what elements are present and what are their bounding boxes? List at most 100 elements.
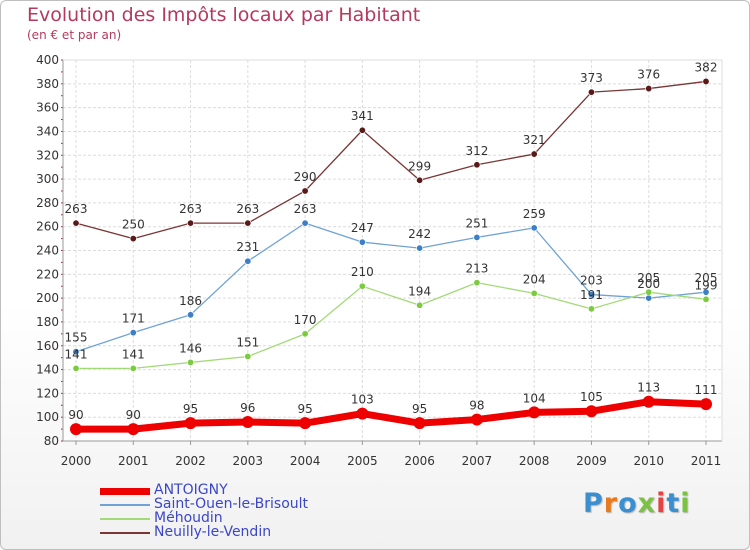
data-label-mehoudin: 210 xyxy=(351,265,374,279)
series-lines xyxy=(70,77,712,436)
data-label-neuilly: 321 xyxy=(523,133,546,147)
data-label-mehoudin: 213 xyxy=(465,262,488,276)
data-point-neuilly xyxy=(702,77,710,85)
legend-swatch-neuilly xyxy=(100,532,150,534)
logo-letter: t xyxy=(666,488,681,519)
data-point-saint-ouen xyxy=(129,329,137,337)
data-label-mehoudin: 191 xyxy=(580,288,603,302)
y-tick-label: 240 xyxy=(36,244,59,258)
data-point-neuilly xyxy=(244,219,252,227)
legend-label-neuilly: Neuilly-le-Vendin xyxy=(154,524,272,540)
legend-item-antoigny: ANTOIGNY xyxy=(100,483,360,498)
data-label-antoigny: 105 xyxy=(580,390,603,404)
logo-letter: x xyxy=(637,488,657,519)
data-label-saint-ouen: 231 xyxy=(236,240,259,254)
data-point-mehoudin xyxy=(358,282,366,290)
data-label-antoigny: 95 xyxy=(412,402,427,416)
data-label-antoigny: 111 xyxy=(695,383,718,397)
data-point-saint-ouen xyxy=(358,238,366,246)
data-point-antoigny xyxy=(70,423,82,436)
data-point-mehoudin xyxy=(129,364,137,372)
data-point-antoigny xyxy=(642,395,655,408)
x-tick-label: 2004 xyxy=(290,454,321,468)
data-point-saint-ouen xyxy=(244,257,252,265)
logo-letter: o xyxy=(618,488,638,519)
data-point-antoigny xyxy=(184,417,197,430)
data-point-antoigny xyxy=(413,417,426,430)
grid xyxy=(63,59,722,442)
data-label-neuilly: 263 xyxy=(179,202,202,216)
data-point-neuilly xyxy=(473,161,481,169)
data-label-antoigny: 95 xyxy=(297,402,312,416)
x-tick-label: 2006 xyxy=(404,454,435,468)
data-point-mehoudin xyxy=(72,364,80,372)
x-tick-label: 2007 xyxy=(462,454,493,468)
data-point-saint-ouen xyxy=(301,219,309,227)
y-tick-label: 180 xyxy=(36,315,59,329)
y-tick-label: 260 xyxy=(36,220,59,234)
x-tick-label: 2000 xyxy=(61,454,92,468)
proxiti-logo: Proxiti xyxy=(583,488,691,519)
chart-title: Evolution des Impôts locaux par Habitant xyxy=(27,4,421,26)
data-label-saint-ouen: 263 xyxy=(294,202,317,216)
data-label-antoigny: 90 xyxy=(68,408,83,422)
data-label-saint-ouen: 155 xyxy=(65,331,88,345)
data-label-antoigny: 90 xyxy=(126,408,141,422)
data-point-neuilly xyxy=(587,88,595,96)
data-point-antoigny xyxy=(127,423,140,436)
y-tick-label: 320 xyxy=(36,148,59,162)
data-point-mehoudin xyxy=(530,289,538,297)
data-point-saint-ouen xyxy=(416,244,424,252)
data-labels: 263 250 263 263 290 341 299 312 321 373 376 382 155 1… xyxy=(65,60,718,422)
plot-area xyxy=(63,60,722,441)
data-label-antoigny: 113 xyxy=(637,381,660,395)
data-point-neuilly xyxy=(358,126,366,134)
y-tick-label: 400 xyxy=(36,53,59,67)
legend-item-mehoudin: Méhoudin xyxy=(100,510,360,526)
y-tick-label: 340 xyxy=(36,124,59,138)
data-point-mehoudin xyxy=(187,358,195,366)
data-label-saint-ouen: 203 xyxy=(580,274,603,288)
data-point-mehoudin xyxy=(645,288,653,296)
x-tick-label: 2010 xyxy=(633,454,664,468)
data-point-antoigny xyxy=(528,406,541,419)
y-tick-label: 80 xyxy=(44,434,59,448)
data-point-mehoudin xyxy=(702,295,710,303)
data-label-saint-ouen: 186 xyxy=(179,294,202,308)
data-label-antoigny: 104 xyxy=(523,391,546,405)
data-label-saint-ouen: 200 xyxy=(637,277,660,291)
chart-subtitle: (en € et par an) xyxy=(27,28,122,42)
data-point-antoigny xyxy=(585,405,598,418)
data-label-saint-ouen: 251 xyxy=(465,216,488,230)
series-line-neuilly xyxy=(75,80,707,240)
legend-swatch-saint-ouen xyxy=(100,504,150,506)
data-label-mehoudin: 199 xyxy=(695,278,718,292)
axes: 80 100 120 140 160 180 200 220 240 260 280 300 320 34… xyxy=(36,53,723,468)
legend-label-mehoudin: Méhoudin xyxy=(154,510,223,526)
logo-letter: i xyxy=(656,488,667,519)
series-line-antoigny xyxy=(72,398,710,433)
legend-label-saint-ouen: Saint-Ouen-le-Brisoult xyxy=(154,496,309,512)
data-point-saint-ouen xyxy=(530,224,538,232)
y-tick-label: 300 xyxy=(36,172,59,186)
data-label-neuilly: 373 xyxy=(580,71,603,85)
data-label-antoigny: 98 xyxy=(469,399,484,413)
data-point-saint-ouen xyxy=(187,311,195,319)
logo-letter: i xyxy=(680,488,691,519)
legend-swatch-antoigny xyxy=(100,488,150,495)
data-point-antoigny xyxy=(299,417,312,430)
data-label-mehoudin: 170 xyxy=(294,313,317,327)
data-point-antoigny xyxy=(470,413,483,426)
data-point-saint-ouen xyxy=(645,294,653,302)
data-point-saint-ouen xyxy=(587,291,595,299)
y-tick-label: 280 xyxy=(36,196,59,210)
data-label-saint-ouen: 171 xyxy=(122,312,145,326)
series-line-mehoudin xyxy=(75,281,707,370)
data-point-mehoudin xyxy=(587,305,595,313)
data-label-neuilly: 263 xyxy=(236,202,259,216)
data-label-neuilly: 250 xyxy=(122,218,145,232)
x-tick-label: 2003 xyxy=(233,454,264,468)
y-tick-label: 160 xyxy=(36,339,59,353)
x-tick-label: 2001 xyxy=(118,454,149,468)
data-point-mehoudin xyxy=(244,352,252,360)
